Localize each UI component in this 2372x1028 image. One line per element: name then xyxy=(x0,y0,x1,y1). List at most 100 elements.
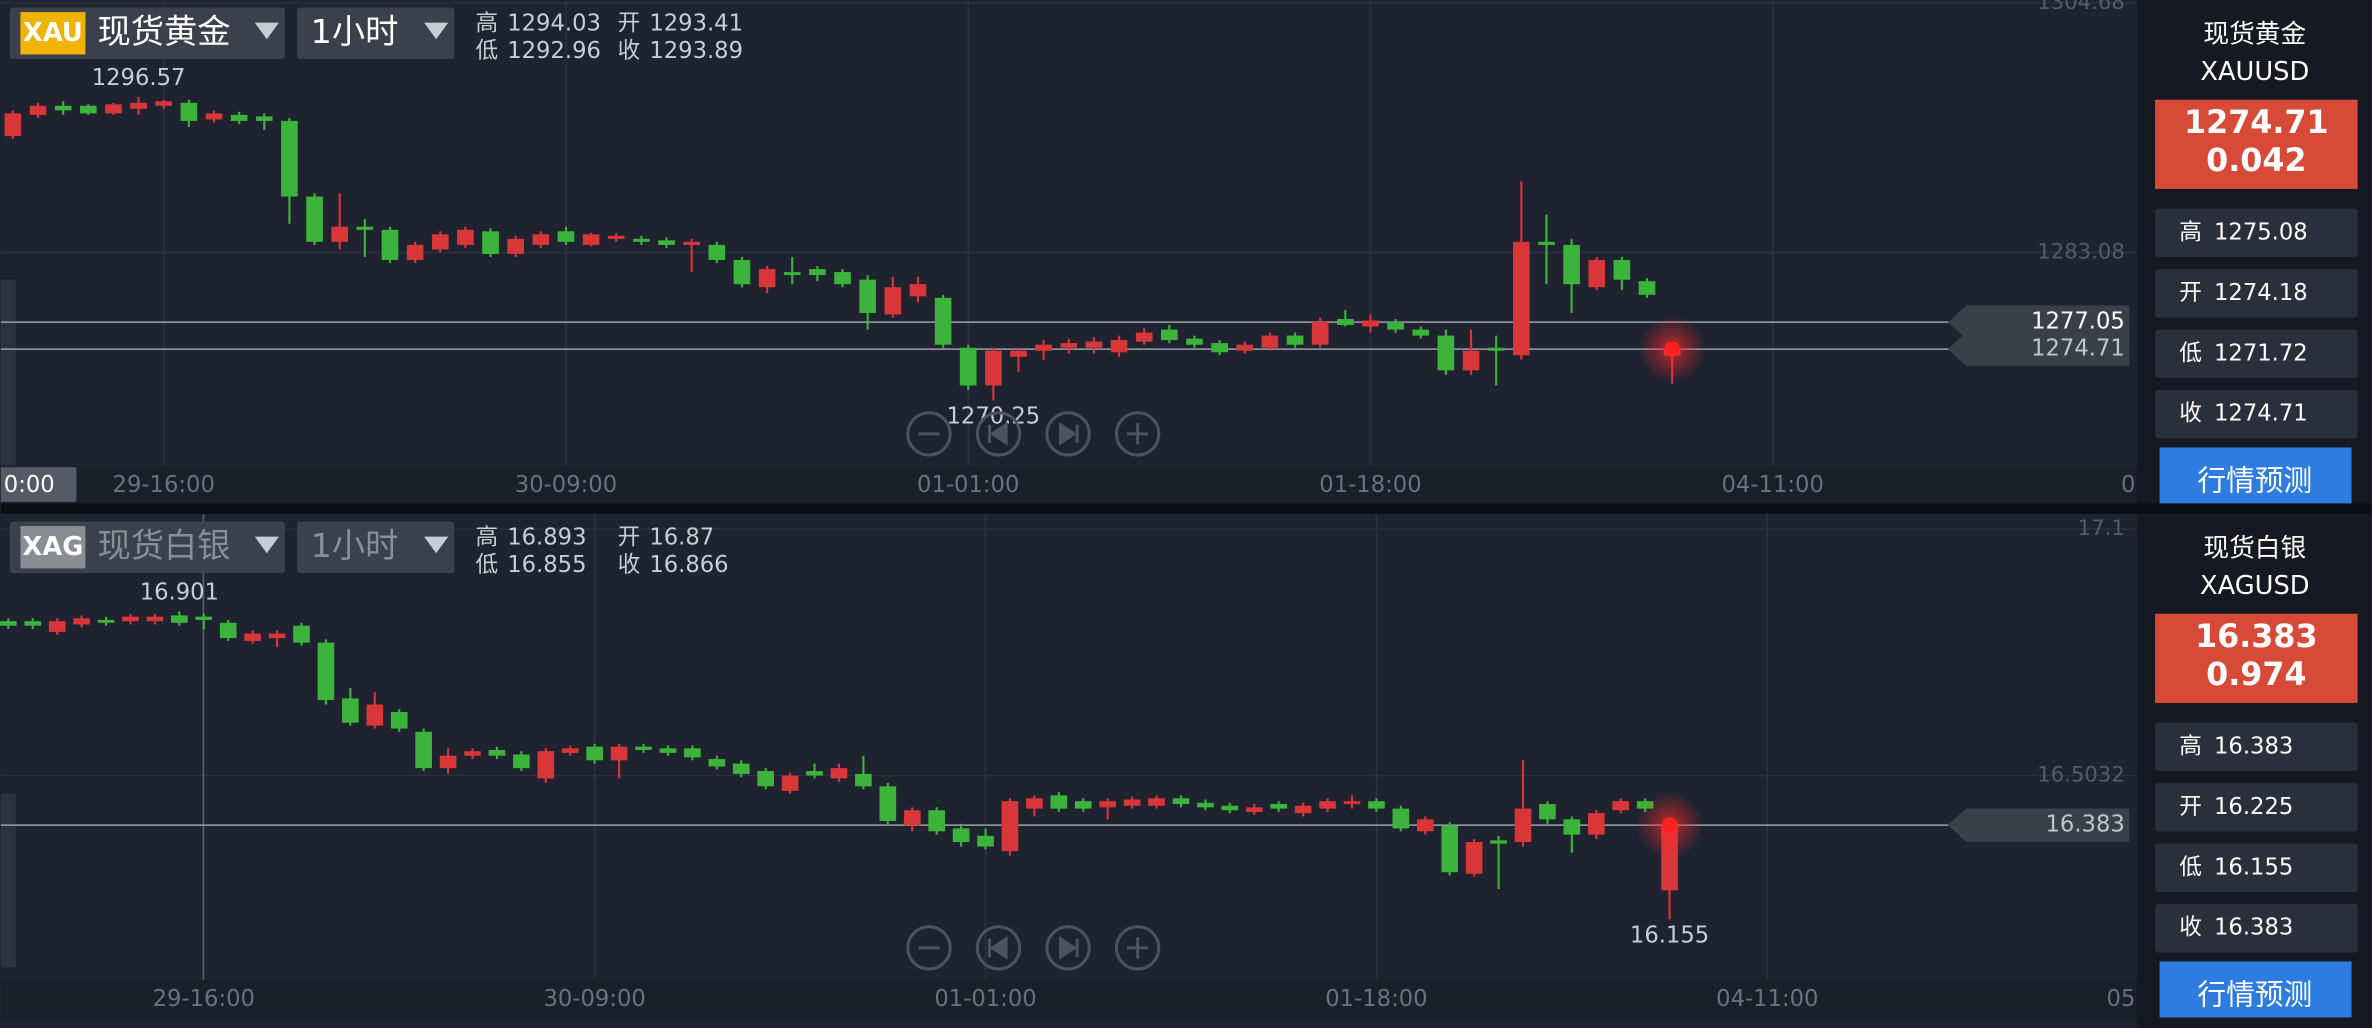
interval-dropdown[interactable] xyxy=(297,7,455,59)
candle-body xyxy=(859,279,876,313)
quote-row-value: 16.383 xyxy=(2214,915,2293,941)
candle-body xyxy=(561,748,579,753)
quote-row xyxy=(2155,208,2358,257)
x-axis-band xyxy=(0,979,2137,1018)
nav-button[interactable] xyxy=(1045,411,1091,457)
candle-body xyxy=(1161,329,1178,341)
candle-body xyxy=(952,828,970,843)
low-annotation: 1270.25 xyxy=(947,404,1041,430)
quote-row xyxy=(2155,390,2358,439)
header-value: 1293.41 xyxy=(649,11,743,37)
candle-body xyxy=(105,104,122,114)
candle-body xyxy=(1368,801,1385,809)
candle-body xyxy=(1311,321,1329,345)
quote-row-value: 1274.71 xyxy=(2214,401,2308,427)
candle-body xyxy=(582,234,600,245)
panel-divider xyxy=(0,503,2372,514)
quote-row-value: 1275.08 xyxy=(2214,219,2308,245)
candle-body xyxy=(180,102,198,121)
scroll-handle xyxy=(0,279,16,466)
x-tick-label-edge: 05 xyxy=(2107,986,2136,1012)
candle-body xyxy=(1416,819,1434,832)
candle-body xyxy=(732,763,750,774)
candle-body xyxy=(1245,807,1263,812)
header-label: 低 xyxy=(475,38,498,64)
symbol-name: 现货白银 xyxy=(98,526,231,565)
quote-code: XAUUSD xyxy=(2200,57,2309,87)
nav-button[interactable] xyxy=(906,411,952,457)
nav-button[interactable] xyxy=(975,925,1022,971)
candle-body xyxy=(1197,802,1214,808)
candle-body xyxy=(1437,335,1455,371)
candle-body xyxy=(1462,350,1480,371)
last-price: 16.383 xyxy=(2195,619,2317,655)
x-tick-label: 30-09:00 xyxy=(544,986,646,1012)
header-value: 1293.89 xyxy=(649,38,743,64)
candle-body xyxy=(54,105,72,111)
x-tick-label: 01-18:00 xyxy=(1319,472,1421,498)
x-tick-label: 01-18:00 xyxy=(1325,986,1427,1012)
candle-body xyxy=(317,642,335,701)
dropdown-arrow xyxy=(424,536,449,554)
nav-button[interactable] xyxy=(1114,411,1161,457)
quote-row-label: 高 xyxy=(2179,219,2202,245)
candle-body xyxy=(1110,340,1128,353)
candle-body xyxy=(482,231,499,254)
candle-body xyxy=(1563,244,1580,285)
quote-code: XAGUSD xyxy=(2200,571,2310,601)
candle-body xyxy=(532,234,550,245)
nav-button[interactable] xyxy=(975,411,1022,457)
nav-icon xyxy=(1127,937,1149,959)
candle-body xyxy=(1412,329,1430,336)
nav-button[interactable] xyxy=(906,925,952,971)
x-axis-band xyxy=(0,465,2137,504)
x-tick-label: 01-01:00 xyxy=(917,472,1019,498)
candle-body xyxy=(909,284,927,297)
nav-button[interactable] xyxy=(1114,925,1161,971)
candle-body xyxy=(855,773,872,787)
nav-icon xyxy=(987,935,1008,960)
candle-body xyxy=(1441,825,1459,873)
quote-name: 现货黄金 xyxy=(2203,19,2306,49)
candle-body xyxy=(985,350,1002,386)
quote-row-value: 1271.72 xyxy=(2214,340,2308,366)
candle-body xyxy=(658,240,675,245)
nav-button[interactable] xyxy=(1045,925,1091,971)
candle-body xyxy=(1286,335,1304,345)
candle-body xyxy=(1487,347,1505,351)
candle-body xyxy=(809,269,826,276)
quote-row-label: 收 xyxy=(2179,915,2202,941)
candle-body xyxy=(610,746,628,761)
predict-button[interactable] xyxy=(2159,961,2352,1018)
quote-row xyxy=(2155,329,2358,378)
nav-icon xyxy=(1059,421,1079,446)
candle-body xyxy=(155,101,173,106)
candle-body xyxy=(79,105,97,114)
candle-body xyxy=(488,749,506,756)
header-label: 高 xyxy=(475,11,498,37)
candle-body xyxy=(306,196,323,242)
interval-dropdown[interactable] xyxy=(297,521,455,573)
candle-body xyxy=(607,235,625,239)
candle-body xyxy=(708,759,726,767)
low-annotation: 16.155 xyxy=(1630,922,1709,948)
quote-row-label: 低 xyxy=(2179,340,2202,366)
candle-body xyxy=(1135,332,1153,342)
predict-button[interactable] xyxy=(2159,447,2352,504)
predict-button-label: 行情预测 xyxy=(2197,977,2312,1011)
candle-body xyxy=(1362,320,1379,327)
candle-body xyxy=(758,269,776,288)
candle-body xyxy=(903,810,921,826)
current-price-tag xyxy=(1947,808,2130,842)
header-value: 16.893 xyxy=(507,525,586,551)
quote-row xyxy=(2155,843,2358,892)
crosshair-price-label: 1277.05 xyxy=(2031,309,2125,335)
candle-body xyxy=(48,621,66,632)
symbol-badge xyxy=(20,526,86,569)
price-box xyxy=(2155,99,2358,189)
current-price-label: 1274.71 xyxy=(2031,336,2125,362)
candle-body xyxy=(195,616,213,620)
x-tick-label: 30-09:00 xyxy=(515,472,617,498)
